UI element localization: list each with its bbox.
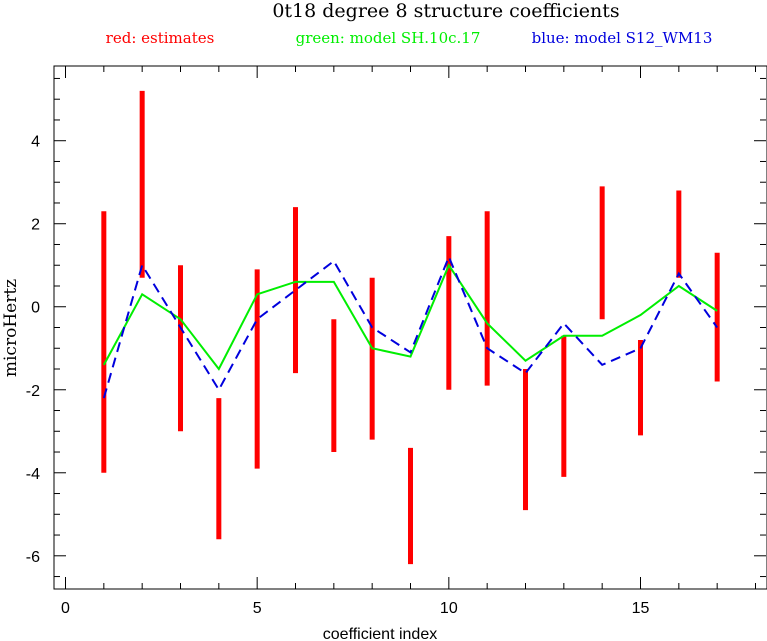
y-axis-label: microHertz — [1, 279, 21, 377]
y-tick-label: -2 — [26, 383, 40, 400]
y-tick-label: -4 — [26, 466, 40, 483]
legend-estimates: red: estimates — [106, 29, 215, 47]
x-tick-label: 5 — [253, 600, 262, 617]
series-line-green — [102, 263, 718, 371]
x-tick-label: 15 — [632, 600, 650, 617]
y-tick-label: 0 — [31, 300, 40, 317]
y-tick-label: 2 — [31, 217, 40, 234]
x-tick-label: 0 — [61, 600, 70, 617]
series-line-blue — [102, 254, 718, 399]
y-tick-label: 4 — [31, 134, 40, 151]
axis-ticks — [54, 66, 766, 589]
x-axis-label: coefficient index — [323, 626, 437, 641]
legend-model-blue: blue: model S12_WM13 — [532, 29, 713, 47]
x-tick-label: 10 — [440, 600, 458, 617]
data-marks — [101, 90, 720, 565]
y-tick-label: -6 — [26, 549, 40, 566]
axis-tick-labels: 0 5 10 15 -6 -4 -2 0 2 4 — [26, 134, 650, 617]
legend-model-green: green: model SH.10c.17 — [296, 29, 481, 47]
chart-title: 0t18 degree 8 structure coefficients — [272, 0, 619, 22]
